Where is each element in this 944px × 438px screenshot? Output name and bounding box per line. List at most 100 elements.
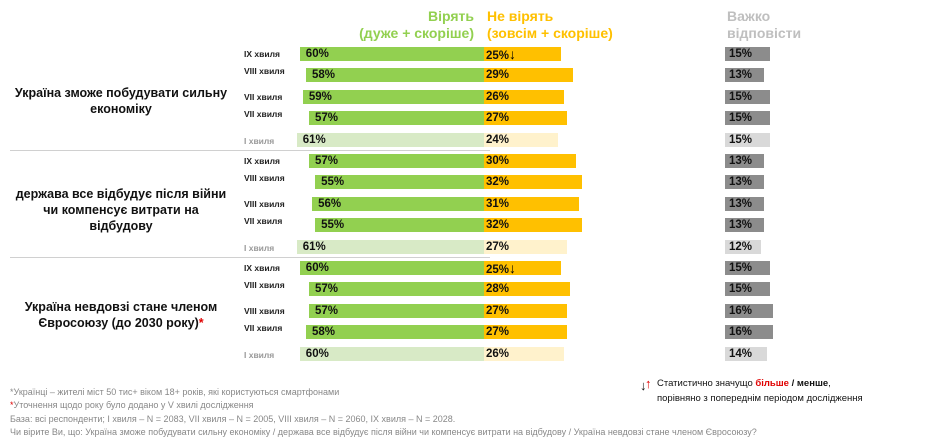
- bar-hard-label: 12%: [729, 240, 753, 253]
- bar-disagree: 32%: [484, 218, 583, 233]
- bar-agree: 61%: [296, 132, 484, 147]
- bar-agree-label: 57%: [315, 283, 339, 296]
- bar-agree-label: 57%: [315, 155, 339, 167]
- up-arrow-icon: ↑: [645, 376, 652, 391]
- bar-agree-label: 56%: [318, 197, 342, 210]
- wave-label: IX хвиля: [244, 156, 280, 166]
- bar-disagree: 27%: [484, 303, 567, 318]
- bar-agree-label: 59%: [308, 90, 332, 103]
- bar-agree: 59%: [302, 89, 484, 104]
- down-arrow-icon: ↓: [640, 378, 647, 393]
- header-agree: Вірять (дуже + скоріше): [359, 8, 474, 42]
- bar-disagree: 28%: [484, 282, 570, 297]
- bar-disagree: 30%: [484, 154, 577, 168]
- bar-agree-label: 57%: [315, 112, 339, 125]
- bar-hard: 15%: [725, 89, 770, 104]
- bar-agree: 61%: [296, 239, 484, 254]
- header-disagree-title: Не вірять: [487, 8, 554, 24]
- header-agree-title: Вірять: [428, 8, 474, 24]
- legend-sep: /: [788, 378, 797, 389]
- bar-agree: 57%: [309, 282, 484, 297]
- legend-text-2: порівняно з попереднім періодом дослідже…: [657, 393, 863, 404]
- bar-agree-label: 58%: [311, 69, 335, 82]
- bar-hard: 13%: [725, 218, 764, 233]
- bar-disagree-label: 27%: [486, 240, 510, 253]
- asterisk: *: [198, 315, 204, 330]
- bar-disagree: 27%: [484, 111, 567, 126]
- header-disagree-sub: (зовсім + скоріше): [487, 25, 613, 41]
- footnote-year: *Уточнення щодо року було додано у V хви…: [10, 400, 254, 410]
- bar-hard: 15%: [725, 111, 770, 126]
- bar-disagree: 26%: [484, 89, 564, 104]
- bar-hard: 13%: [725, 196, 764, 211]
- down-arrow-icon: ↓: [509, 260, 517, 276]
- bar-disagree-label: 32%: [486, 176, 510, 189]
- bar-hard-label: 15%: [729, 262, 753, 274]
- wave-label: VIII хвиля: [244, 198, 285, 209]
- bar-agree-label: 57%: [315, 304, 339, 317]
- bar-hard: 16%: [725, 325, 773, 340]
- legend-less: менше: [796, 378, 829, 389]
- bar-agree-label: 60%: [305, 48, 329, 60]
- footnote-star: *: [10, 400, 14, 410]
- footnote-question: Чи вірите Ви, що: Україна зможе побудува…: [10, 427, 757, 437]
- bar-hard-label: 15%: [729, 90, 753, 103]
- footnote-year-text: Уточнення щодо року було додано у V хвил…: [13, 400, 254, 410]
- legend-more: більше: [755, 378, 789, 389]
- bar-hard-label: 13%: [729, 219, 753, 232]
- bar-agree: 55%: [315, 218, 484, 233]
- group-label: держава все відбудує після війни чи комп…: [10, 186, 232, 234]
- header-hard-sub: відповісти: [727, 25, 802, 41]
- group-separator: [10, 150, 490, 151]
- bar-hard-label: 13%: [729, 155, 753, 167]
- header-agree-sub: (дуже + скоріше): [359, 25, 474, 41]
- wave-label: I хвиля: [244, 349, 275, 360]
- header-hard: Важко відповісти: [727, 8, 801, 42]
- bar-hard-label: 15%: [729, 283, 753, 296]
- wave-label: VII хвиля: [244, 91, 283, 102]
- bar-agree: 57%: [309, 111, 484, 126]
- down-arrow-icon: ↓: [509, 46, 517, 62]
- group-label: Україна невдовзі стане членом Євросоюзу …: [10, 299, 232, 331]
- bar-disagree-label: 28%: [486, 283, 510, 296]
- wave-label: VII хвиля: [244, 109, 283, 120]
- bar-disagree-label: 27%: [486, 304, 510, 317]
- bar-hard-label: 15%: [729, 112, 753, 125]
- bar-hard: 13%: [725, 68, 764, 83]
- bar-agree-label: 55%: [321, 176, 345, 189]
- wave-label: VIII хвиля: [244, 173, 285, 184]
- bar-agree-label: 60%: [305, 347, 329, 360]
- bar-disagree-label: 31%: [486, 197, 510, 210]
- bar-hard-label: 15%: [729, 133, 753, 146]
- bar-disagree-label: 29%: [486, 69, 510, 82]
- header-disagree: Не вірять (зовсім + скоріше): [487, 8, 613, 42]
- bar-disagree: 26%: [484, 346, 564, 361]
- bar-hard: 12%: [725, 239, 761, 254]
- bar-agree-label: 61%: [302, 240, 326, 253]
- bar-disagree-label: 27%: [486, 112, 510, 125]
- bar-hard: 13%: [725, 175, 764, 190]
- bar-disagree-label: 24%: [486, 133, 510, 146]
- bar-hard: 15%: [725, 261, 770, 275]
- bar-hard: 14%: [725, 346, 767, 361]
- bar-agree: 55%: [315, 175, 484, 190]
- bar-agree-label: 60%: [305, 262, 329, 274]
- significance-legend: ↓ ↑ Статистично значущо більше / менше, …: [640, 376, 863, 406]
- bar-disagree: 24%: [484, 132, 558, 147]
- bar-disagree-label: 26%: [486, 90, 510, 103]
- bar-disagree: 25%↓: [484, 260, 561, 276]
- bar-hard-label: 13%: [729, 69, 753, 82]
- bar-disagree-label: 25%: [486, 264, 510, 276]
- bar-disagree-label: 26%: [486, 347, 510, 360]
- wave-label: VIII хвиля: [244, 280, 285, 291]
- bar-hard: 15%: [725, 132, 770, 147]
- bar-disagree-label: 25%: [486, 50, 510, 62]
- legend-text: Статистично значущо: [657, 378, 756, 389]
- group-label-text: держава все відбудує після війни чи комп…: [15, 186, 227, 233]
- group-label-text: Україна невдовзі стане членом Євросоюзу …: [24, 299, 218, 330]
- bar-hard: 16%: [725, 303, 773, 318]
- header-hard-title: Важко: [727, 8, 771, 24]
- bar-agree: 60%: [299, 47, 484, 61]
- bar-hard-label: 14%: [729, 347, 753, 360]
- wave-label: I хвиля: [244, 135, 275, 146]
